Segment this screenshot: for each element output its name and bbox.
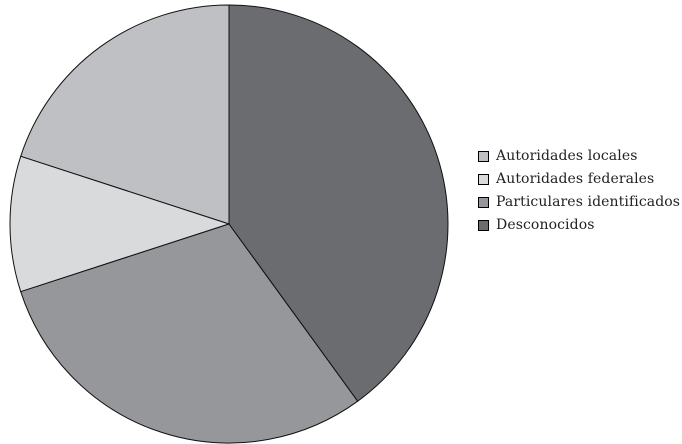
legend-item-autoridades-locales: Autoridades locales bbox=[478, 146, 680, 166]
legend-swatch-autoridades-locales bbox=[478, 150, 489, 162]
legend-item-desconocidos: Desconocidos bbox=[478, 215, 680, 235]
pie-slice-autoridades-federales bbox=[9, 155, 230, 293]
legend-label-autoridades-federales: Autoridades federales bbox=[496, 171, 655, 187]
legend-label-autoridades-locales: Autoridades locales bbox=[496, 148, 638, 164]
pie-slice-particulares-identificados bbox=[20, 223, 359, 444]
legend-swatch-desconocidos bbox=[478, 219, 489, 231]
legend-label-desconocidos: Desconocidos bbox=[496, 217, 595, 233]
pie-slices bbox=[9, 4, 449, 444]
legend-item-particulares-identificados: Particulares identificados bbox=[478, 192, 680, 212]
legend-swatch-particulares-identificados bbox=[478, 196, 489, 208]
legend-swatch-autoridades-federales bbox=[478, 173, 489, 185]
legend-item-autoridades-federales: Autoridades federales bbox=[478, 169, 680, 189]
pie-slice-desconocidos bbox=[228, 4, 449, 402]
legend: Autoridades locales Autoridades federale… bbox=[478, 146, 680, 238]
pie-slice-autoridades-locales bbox=[20, 4, 230, 225]
legend-label-particulares-identificados: Particulares identificados bbox=[496, 194, 681, 210]
